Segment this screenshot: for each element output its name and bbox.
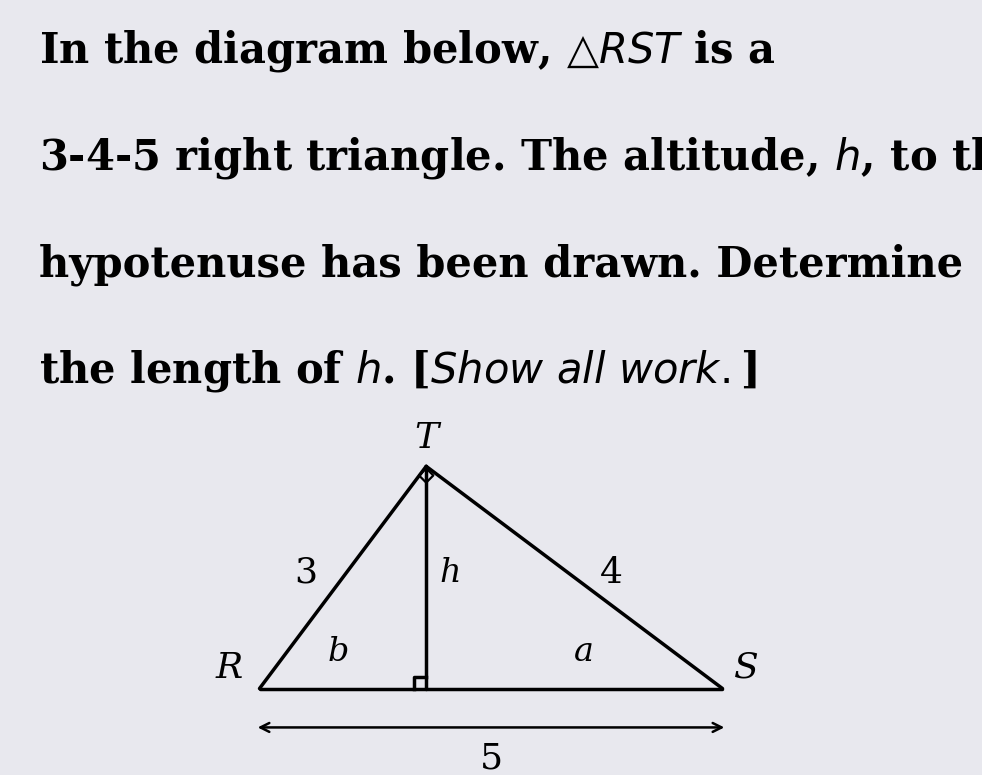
Text: S: S bbox=[734, 651, 758, 685]
Text: h: h bbox=[439, 557, 461, 589]
Text: 3: 3 bbox=[294, 556, 317, 590]
Text: R: R bbox=[216, 651, 243, 685]
Text: 4: 4 bbox=[600, 556, 624, 590]
Text: b: b bbox=[328, 636, 349, 668]
Text: 5: 5 bbox=[479, 742, 503, 775]
Text: the length of $\mathit{h}$. [$\mathit{Show\ all\ work.}$]: the length of $\mathit{h}$. [$\mathit{Sh… bbox=[39, 348, 757, 394]
Text: hypotenuse has been drawn. Determine: hypotenuse has been drawn. Determine bbox=[39, 243, 963, 285]
Text: In the diagram below, △$\mathit{RST}$ is a: In the diagram below, △$\mathit{RST}$ is… bbox=[39, 28, 776, 74]
Text: 3-4-5 right triangle. The altitude, $\mathit{h}$, to the: 3-4-5 right triangle. The altitude, $\ma… bbox=[39, 135, 982, 181]
Text: T: T bbox=[414, 421, 438, 455]
Text: a: a bbox=[573, 636, 593, 668]
